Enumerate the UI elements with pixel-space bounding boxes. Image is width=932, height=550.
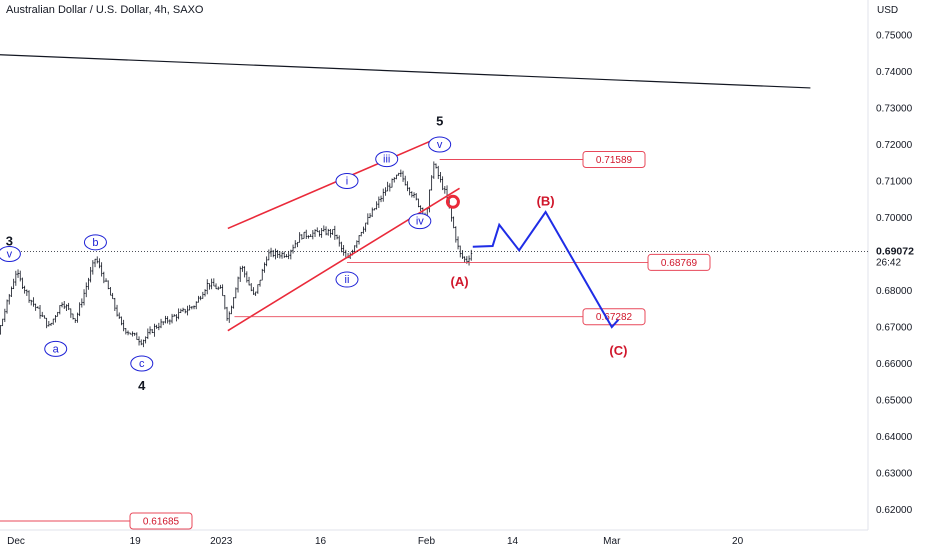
candles [0, 161, 473, 348]
price-level-box [129, 512, 193, 530]
wave-label: b [92, 237, 98, 249]
y-tick-label: 0.67000 [876, 323, 913, 334]
price-level-box [647, 253, 711, 271]
price-level-box [582, 151, 646, 169]
wave-label: 3 [6, 234, 13, 249]
last-price-value: 0.69072 [876, 245, 914, 257]
y-tick-label: 0.64000 [876, 432, 913, 443]
wave-label-circle [0, 246, 21, 262]
breakout-marker [445, 194, 460, 209]
wave-label-circle [44, 340, 68, 357]
y-tick-label: 0.71000 [876, 177, 913, 188]
currency-label: USD [877, 5, 898, 16]
y-tick-label: 0.66000 [876, 359, 913, 370]
y-tick-label: 0.75000 [876, 31, 913, 42]
y-tick-label: 0.70000 [876, 213, 913, 224]
wave-label-circle [408, 213, 432, 230]
x-tick-label: 20 [732, 536, 744, 547]
wave-label-circle [375, 151, 399, 168]
y-tick-label: 0.65000 [876, 396, 913, 407]
trendline [0, 54, 811, 89]
y-tick-label: 0.73000 [876, 104, 913, 115]
chart-title: Australian Dollar / U.S. Dollar, 4h, SAX… [6, 4, 204, 16]
x-tick-label: Dec [7, 536, 25, 547]
y-tick-label: 0.63000 [876, 469, 913, 480]
wave-label: ii [345, 274, 350, 286]
wave-label-circle [428, 136, 452, 153]
wave-label: (C) [609, 343, 627, 358]
x-tick-label: 14 [507, 536, 519, 547]
y-tick-label: 0.74000 [876, 67, 913, 78]
wave-label-circle [335, 271, 359, 288]
projection-path [472, 210, 620, 329]
wave-label: (A) [451, 274, 469, 289]
x-tick-label: 16 [315, 536, 327, 547]
price-level-label: 0.61685 [143, 516, 180, 527]
wave-label: iii [383, 154, 390, 166]
wave-label: (B) [537, 194, 555, 209]
wave-label: 4 [138, 378, 146, 393]
price-level-label: 0.71589 [596, 155, 633, 166]
channel-line [227, 136, 440, 230]
price-level-label: 0.67282 [596, 312, 633, 323]
wave-label-circle [335, 173, 359, 189]
wave-label-circle [130, 355, 154, 372]
y-tick-label: 0.62000 [876, 505, 913, 516]
y-tick-label: 0.68000 [876, 286, 913, 297]
wave-label: iv [416, 216, 424, 228]
x-tick-label: 2023 [210, 536, 233, 547]
wave-label: c [139, 358, 145, 370]
wave-label: i [346, 176, 348, 188]
channel-line [227, 187, 460, 332]
last-price-badge [870, 244, 928, 269]
x-tick-label: 19 [130, 536, 142, 547]
x-tick-label: Mar [603, 536, 621, 547]
wave-label: a [53, 343, 60, 355]
y-tick-label: 0.72000 [876, 140, 913, 151]
candle-countdown: 26:42 [876, 257, 901, 268]
wave-label: v [437, 139, 443, 151]
wave-label: 5 [436, 113, 443, 128]
price-level-label: 0.68769 [661, 258, 698, 269]
wave-label: v [7, 249, 13, 261]
wave-label-circle [83, 234, 107, 251]
x-tick-label: Feb [418, 536, 436, 547]
